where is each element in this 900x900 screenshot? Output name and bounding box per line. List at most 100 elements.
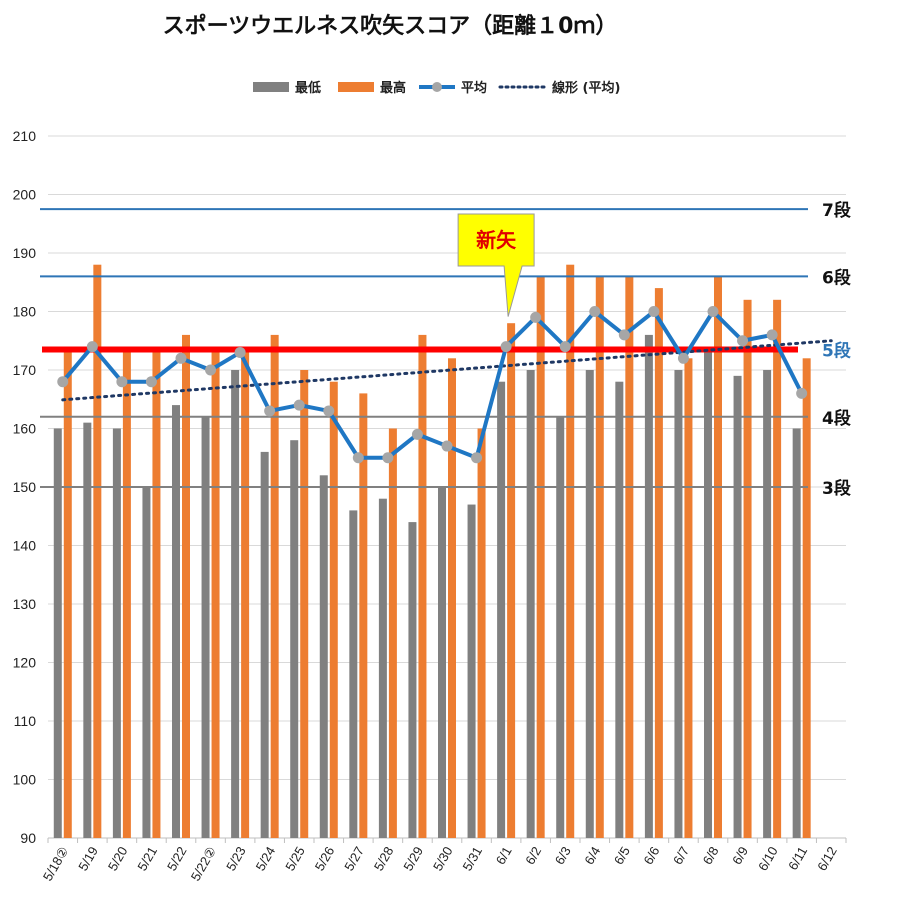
x-tick-label: 6/4 [581, 844, 603, 867]
bar-min [349, 510, 358, 838]
bar-max [359, 393, 368, 838]
y-tick-label: 210 [13, 128, 37, 144]
average-point [618, 329, 630, 341]
bar-min [792, 428, 801, 838]
bar-min [172, 405, 180, 838]
average-point [382, 452, 394, 464]
bar-max [477, 428, 486, 838]
x-tick-label: 5/26 [312, 844, 338, 873]
bar-min [497, 381, 506, 838]
reference-label: 6段 [822, 267, 851, 288]
bar-min [704, 352, 712, 838]
y-tick-label: 100 [13, 772, 37, 788]
average-point [205, 364, 217, 376]
bar-min [408, 522, 417, 838]
x-tick-label: 5/22② [188, 844, 219, 884]
x-tick-label: 6/3 [552, 844, 574, 867]
legend-swatch-max [338, 82, 374, 92]
average-point [352, 452, 364, 464]
x-tick-label: 5/21 [134, 844, 160, 873]
average-point [677, 352, 689, 364]
bar-min [319, 475, 328, 838]
bar-min [142, 487, 151, 838]
bar-min [53, 428, 62, 838]
bar-min [290, 440, 299, 838]
bar-max [93, 264, 102, 838]
average-point [441, 440, 453, 452]
average-point [530, 311, 542, 323]
callout-text: 新矢 [476, 228, 517, 252]
y-tick-label: 90 [20, 830, 36, 846]
x-tick-label: 5/22 [164, 844, 190, 873]
bar-min [615, 381, 624, 838]
average-point [766, 329, 778, 341]
bar-min [467, 504, 476, 838]
y-tick-label: 180 [13, 304, 37, 320]
bar-max [684, 358, 693, 838]
bar-min [201, 416, 210, 838]
bar-max [743, 299, 752, 838]
legend-label-max: 最高 [380, 80, 406, 96]
average-point [500, 341, 512, 353]
bar-max [802, 358, 811, 838]
bar-min [438, 487, 446, 838]
reference-label: 7段 [822, 200, 851, 221]
reference-lines: 7段 6段 5段 4段 3段 [40, 200, 851, 499]
bar-max [418, 334, 427, 838]
average-point [57, 376, 69, 388]
chart-title: スポーツウエルネス吹矢スコア（距離１0ｍ） [163, 13, 618, 39]
bar-min [378, 498, 387, 838]
x-tick-label: 5/31 [460, 844, 486, 873]
y-tick-label: 110 [14, 713, 37, 729]
y-tick-label: 120 [13, 655, 37, 671]
x-tick-label: 6/8 [700, 844, 722, 867]
bar-max [448, 358, 456, 838]
y-tick-label: 200 [13, 187, 37, 203]
y-tick-label: 190 [13, 245, 37, 261]
bar-max [625, 276, 634, 838]
average-point [293, 399, 305, 411]
reference-label: 5段 [822, 341, 851, 362]
legend-label-trend: 線形 (平均) [552, 80, 620, 96]
reference-label: 3段 [822, 478, 851, 499]
x-tick-label: 5/24 [253, 844, 279, 873]
y-tick-label: 140 [13, 538, 37, 554]
average-point [323, 405, 335, 417]
bar-max [566, 264, 575, 838]
bar-min [763, 370, 772, 838]
bar-max [270, 334, 279, 838]
bar-min [231, 370, 240, 838]
y-tick-label: 160 [13, 421, 37, 437]
x-tick-label: 6/6 [640, 844, 662, 867]
x-tick-label: 6/9 [729, 844, 751, 867]
trend-line-path [61, 339, 833, 402]
bar-max [507, 323, 516, 838]
x-tick-label: 5/29 [400, 844, 426, 873]
average-line [57, 306, 808, 464]
annotation-callout: 新矢 [457, 213, 535, 317]
bar-max [714, 276, 722, 838]
bars [53, 264, 811, 839]
trend-line [61, 339, 833, 402]
x-tick-label: 6/11 [785, 844, 810, 873]
x-tick-label: 6/10 [755, 844, 781, 873]
bar-min [112, 428, 121, 838]
bar-max [241, 346, 250, 838]
bar-min [733, 375, 742, 838]
callout-shape [457, 213, 535, 317]
x-tick-label: 5/25 [282, 844, 308, 873]
y-tick-label: 170 [13, 362, 37, 378]
legend-swatch-min [253, 82, 289, 92]
average-point [86, 341, 98, 353]
legend-marker-avg [432, 82, 442, 92]
bar-max [152, 346, 161, 838]
average-point [116, 376, 128, 388]
bar-min [644, 334, 653, 838]
legend-label-avg: 平均 [461, 80, 487, 96]
x-tick-label: 5/28 [371, 844, 397, 873]
bar-min [556, 416, 565, 838]
bar-min [83, 422, 92, 838]
bar-max [300, 370, 309, 838]
x-tick-label: 6/12 [814, 844, 840, 873]
